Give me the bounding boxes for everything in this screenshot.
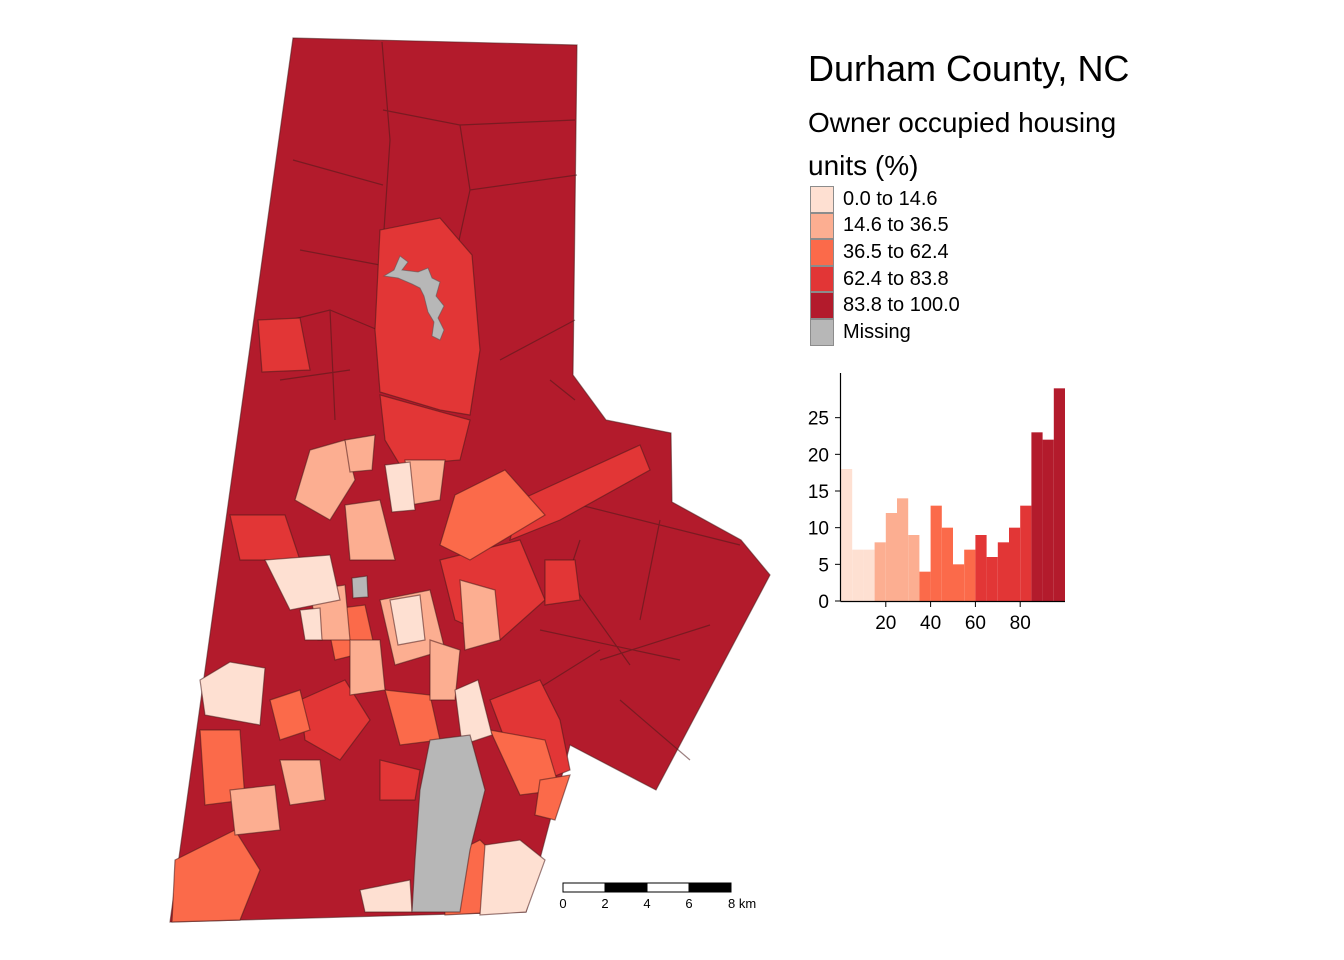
legend-label: 0.0 to 14.6 [843, 187, 938, 210]
y-tick-label: 15 [808, 482, 829, 503]
legend-label: 14.6 to 36.5 [843, 214, 949, 237]
y-tick-label: 0 [818, 592, 829, 613]
histogram-bar [953, 564, 965, 601]
legend-swatch [810, 186, 834, 213]
tract-patch [459, 579, 501, 651]
lake-feature [382, 255, 445, 341]
tract-patch [257, 317, 311, 373]
histogram-bar [897, 498, 909, 601]
histogram-bar [930, 505, 942, 601]
tract-patch [454, 679, 493, 746]
scale-label: 0 [559, 896, 566, 911]
x-tick-label: 60 [965, 613, 986, 634]
legend-swatch [810, 239, 834, 266]
legend-label: Missing [843, 320, 911, 343]
histogram-bar [908, 535, 920, 601]
tract-patch [171, 829, 261, 923]
histogram-bar [919, 571, 931, 601]
tract-patch [384, 461, 416, 513]
tract-boundaries-north [279, 41, 578, 421]
scale-label: 8 km [728, 896, 756, 911]
histogram-bar [964, 549, 976, 601]
county-map [169, 37, 771, 923]
histogram-bar [1009, 527, 1021, 601]
histogram-bar [874, 542, 886, 601]
histogram-bar [1053, 388, 1065, 601]
tract-patch [269, 689, 311, 741]
legend-swatch [810, 318, 834, 346]
histogram-bar [941, 527, 953, 601]
missing-tract [411, 734, 486, 913]
y-tick-label: 20 [808, 445, 829, 466]
tract-patch [299, 607, 323, 641]
legend-item: 62.4 to 83.8 [810, 265, 960, 293]
histogram-bar [1020, 505, 1032, 601]
tract-patch [349, 639, 386, 696]
histogram-bar [863, 549, 875, 601]
tract-patch [294, 439, 356, 521]
tract-patch [374, 217, 481, 416]
tract-boundaries-east [519, 499, 741, 761]
legend-item: 83.8 to 100.0 [810, 292, 960, 319]
tract-patch [429, 639, 461, 701]
tract-patch [389, 594, 426, 646]
scale-label: 2 [601, 896, 608, 911]
legend-item: 14.6 to 36.5 [810, 212, 960, 240]
x-tick-label: 80 [1010, 613, 1031, 634]
tract-patch [279, 759, 326, 806]
histogram-bar [1031, 432, 1043, 601]
missing-tract [351, 575, 369, 599]
histogram: 0 5 10 15 20 25 20 40 60 80 [808, 373, 1065, 634]
map-title: Durham County, NC [808, 48, 1130, 89]
tract-patch [264, 554, 341, 611]
histogram-bar [1042, 439, 1054, 601]
tract-patch [344, 434, 376, 473]
tract-patch [379, 759, 421, 801]
legend-title: Owner occupied housing units (%) [808, 107, 1117, 181]
tract-patch [544, 559, 581, 606]
tract-patch [229, 784, 281, 836]
histogram-bar [852, 549, 864, 601]
x-tick-label: 40 [920, 613, 941, 634]
legend-item: 0.0 to 14.6 [810, 186, 960, 213]
y-tick-label: 10 [808, 519, 829, 540]
tract-patch [439, 469, 546, 561]
tract-patch [299, 679, 371, 761]
tract-patch [199, 661, 266, 726]
tract-patch [479, 839, 546, 916]
histogram-bar [841, 469, 853, 601]
y-tick-label: 25 [808, 409, 829, 430]
legend-item: Missing [810, 318, 960, 346]
legend-label: 36.5 to 62.4 [843, 240, 949, 263]
histogram-bar [885, 513, 897, 601]
legend-swatch [810, 265, 834, 293]
tract-patch [344, 499, 396, 561]
tract-patch [534, 774, 571, 821]
y-tick-label: 5 [818, 555, 829, 576]
legend: 0.0 to 14.6 14.6 to 36.5 36.5 to 62.4 62… [810, 186, 960, 346]
legend-swatch [810, 292, 834, 319]
legend-swatch [810, 212, 834, 240]
scale-bar: 0 2 4 6 8 km [559, 882, 756, 911]
legend-item: 36.5 to 62.4 [810, 239, 960, 266]
scale-label: 4 [643, 896, 650, 911]
histogram-bar [986, 557, 998, 601]
histogram-bar [975, 535, 987, 601]
histogram-bar [997, 542, 1009, 601]
legend-label: 83.8 to 100.0 [843, 294, 960, 317]
scale-label: 6 [685, 896, 692, 911]
legend-label: 62.4 to 83.8 [843, 267, 949, 290]
x-tick-label: 20 [875, 613, 896, 634]
